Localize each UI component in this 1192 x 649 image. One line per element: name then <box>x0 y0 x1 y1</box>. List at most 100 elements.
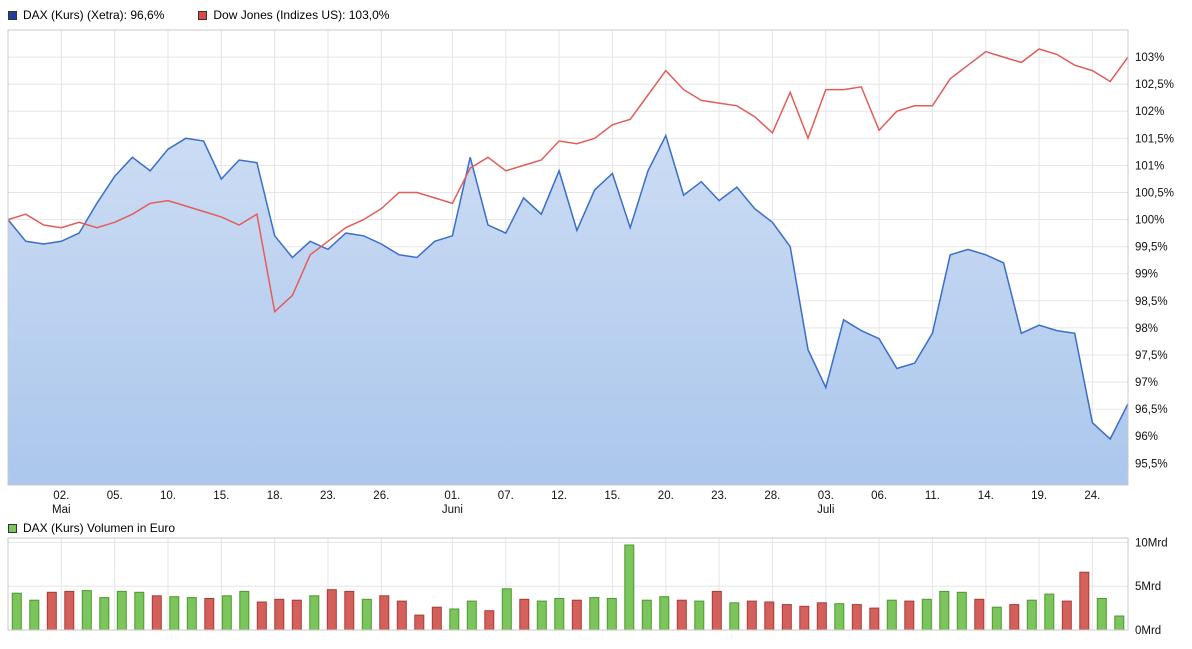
volume-bar[interactable] <box>711 590 722 631</box>
volume-bar[interactable] <box>816 602 827 631</box>
y-axis-label: 96% <box>1135 431 1158 443</box>
volume-bar[interactable] <box>466 600 477 631</box>
volume-bar[interactable] <box>956 591 967 631</box>
volume-bar[interactable] <box>676 599 687 631</box>
dax-swatch-icon <box>8 10 17 20</box>
volume-bar[interactable] <box>1096 598 1107 631</box>
y-axis-label: 100% <box>1135 215 1164 227</box>
volume-bar[interactable] <box>29 599 40 631</box>
volume-bar[interactable] <box>204 598 215 631</box>
volume-bar[interactable] <box>519 598 530 631</box>
volume-bar[interactable] <box>151 595 162 631</box>
x-axis-label: 28. <box>764 490 780 502</box>
volume-bar[interactable] <box>939 590 950 631</box>
main-plot-border <box>7 29 1129 486</box>
volume-bar[interactable] <box>11 592 22 631</box>
volume-bar[interactable] <box>379 595 390 631</box>
volume-bar[interactable] <box>309 595 320 631</box>
volume-bar[interactable] <box>256 601 267 631</box>
x-axis-label: 15. <box>213 490 229 502</box>
volume-bar[interactable] <box>326 589 337 631</box>
volume-swatch-icon <box>8 523 17 533</box>
volume-bar[interactable] <box>834 603 845 631</box>
x-axis-label: 03. <box>818 490 834 502</box>
volume-legend-label: DAX (Kurs) Volumen in Euro <box>23 521 176 535</box>
volume-bar[interactable] <box>536 600 547 631</box>
volume-bar[interactable] <box>799 605 810 631</box>
x-axis-label: 20. <box>658 490 674 502</box>
volume-bar[interactable] <box>64 590 75 631</box>
legend-item-dowjones[interactable]: Dow Jones (Indizes US): 103,0% <box>198 8 389 22</box>
main-x-axis: 02. 05. 10. 15. 18. 23. 26. 01. 07. 12. 15. 20. 23. 2… <box>52 490 1100 516</box>
x-axis-label: 23. <box>711 490 727 502</box>
volume-bar[interactable] <box>1009 604 1020 631</box>
volume-bar[interactable] <box>624 544 635 631</box>
volume-bar[interactable] <box>134 591 145 631</box>
x-axis-label: 23. <box>320 490 336 502</box>
volume-bar[interactable] <box>571 599 582 631</box>
volume-bar[interactable] <box>746 600 757 631</box>
x-axis-label: 05. <box>107 490 123 502</box>
volume-bar[interactable] <box>81 590 92 631</box>
legend-item-dax[interactable]: DAX (Kurs) (Xetra): 96,6% <box>8 8 164 22</box>
volume-bar[interactable] <box>764 601 775 631</box>
volume-bar[interactable] <box>99 597 110 631</box>
volume-bar[interactable] <box>851 604 862 631</box>
volume-bar[interactable] <box>886 599 897 631</box>
month-label: Juli <box>817 504 834 516</box>
main-chart-legend: DAX (Kurs) (Xetra): 96,6% Dow Jones (Ind… <box>8 8 389 22</box>
x-axis-label: 01. <box>444 490 460 502</box>
volume-bar[interactable] <box>921 598 932 631</box>
volume-bar[interactable] <box>484 610 495 631</box>
volume-bar[interactable] <box>291 599 302 631</box>
volume-bar[interactable] <box>729 602 740 631</box>
volume-bar[interactable] <box>606 598 617 631</box>
volume-bar[interactable] <box>501 588 512 631</box>
volume-bar[interactable] <box>554 598 565 631</box>
volume-bar[interactable] <box>974 598 985 631</box>
volume-bar[interactable] <box>344 590 355 631</box>
x-axis-label: 26. <box>373 490 389 502</box>
x-axis-label: 11. <box>925 490 940 502</box>
volume-bar[interactable] <box>589 597 600 631</box>
volume-bar[interactable] <box>1026 599 1037 631</box>
volume-bar[interactable] <box>431 606 442 631</box>
volume-y-axis-label: 10Mrd <box>1135 537 1168 549</box>
volume-bar[interactable] <box>186 597 197 631</box>
volume-bar[interactable] <box>239 590 250 631</box>
volume-bar[interactable] <box>781 604 792 631</box>
legend-item-volume[interactable]: DAX (Kurs) Volumen in Euro <box>8 521 175 535</box>
volume-bar[interactable] <box>641 599 652 631</box>
dow-swatch-icon <box>198 10 208 20</box>
volume-bar[interactable] <box>169 596 180 631</box>
y-axis-label: 98,5% <box>1135 296 1168 308</box>
y-axis-label: 98% <box>1135 323 1158 335</box>
y-axis-label: 102,5% <box>1135 79 1174 91</box>
volume-bar[interactable] <box>869 607 880 631</box>
volume-bar[interactable] <box>1079 571 1090 631</box>
y-axis-label: 99,5% <box>1135 242 1168 254</box>
volume-bar[interactable] <box>694 600 705 631</box>
volume-bar[interactable] <box>1114 615 1125 631</box>
volume-bar[interactable] <box>449 608 460 631</box>
volume-bar[interactable] <box>46 591 57 631</box>
x-axis-label: 12. <box>551 490 567 502</box>
volume-bar[interactable] <box>116 590 127 631</box>
volume-bar[interactable] <box>396 600 407 631</box>
x-axis-label: 07. <box>498 490 514 502</box>
volume-bar[interactable] <box>221 595 232 631</box>
volume-bar[interactable] <box>414 614 425 631</box>
volume-bar[interactable] <box>991 606 1002 631</box>
volume-bar[interactable] <box>659 596 670 631</box>
volume-plot-border <box>7 537 1129 631</box>
y-axis-label: 99% <box>1135 269 1158 281</box>
y-axis-label: 101,5% <box>1135 133 1174 145</box>
volume-bar[interactable] <box>1044 593 1055 631</box>
month-label: Juni <box>442 504 463 516</box>
y-axis-label: 103% <box>1135 52 1164 64</box>
volume-bar[interactable] <box>1061 600 1072 631</box>
volume-bar[interactable] <box>274 598 285 631</box>
volume-bar[interactable] <box>361 598 372 631</box>
volume-bar[interactable] <box>904 600 915 631</box>
